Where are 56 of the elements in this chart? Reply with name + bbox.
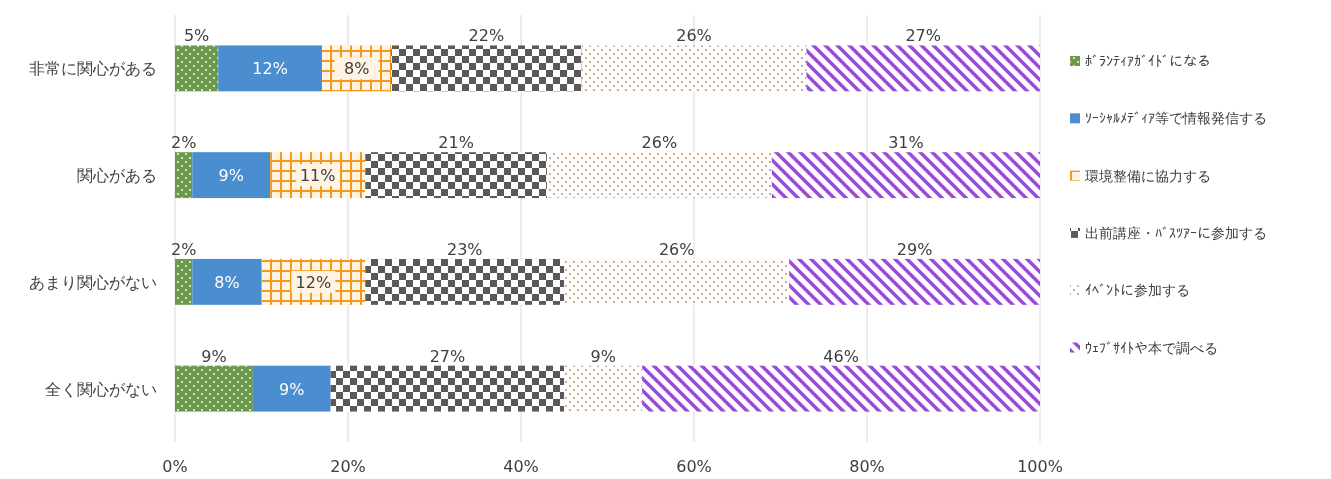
bar bbox=[192, 152, 271, 199]
bar bbox=[175, 45, 219, 92]
data-label: 26% bbox=[676, 26, 712, 46]
x-tick-label: 60% bbox=[676, 457, 712, 476]
data-label: 29% bbox=[896, 239, 933, 259]
data-label: 23% bbox=[446, 239, 483, 259]
data-label: 27% bbox=[429, 346, 466, 366]
data-label: 8% bbox=[214, 272, 240, 292]
data-label: 26% bbox=[658, 239, 695, 259]
data-label: 9% bbox=[218, 166, 244, 186]
x-tick-label: 20% bbox=[330, 457, 366, 476]
x-tick-label: 40% bbox=[503, 457, 539, 476]
data-label: 12% bbox=[252, 59, 288, 79]
data-label: 22% bbox=[468, 26, 505, 46]
data-label: 12% bbox=[295, 272, 332, 292]
bar bbox=[365, 152, 547, 199]
legend-label: 出前講座・ﾊﾞｽﾂｱｰに参加する bbox=[1085, 224, 1267, 241]
bar bbox=[175, 258, 193, 305]
bar bbox=[252, 365, 331, 412]
legend-label: ｳｪﾌﾞｻｲﾄや本で調べる bbox=[1085, 339, 1218, 356]
bar bbox=[175, 365, 253, 412]
legend-label: ﾎﾞﾗﾝﾃｨｱｶﾞｲﾄﾞになる bbox=[1085, 53, 1211, 69]
data-label: 8% bbox=[343, 59, 370, 79]
x-tick-label: 80% bbox=[849, 457, 885, 476]
data-label: 27% bbox=[905, 26, 942, 46]
bar bbox=[642, 365, 1040, 412]
bar bbox=[391, 45, 582, 92]
legend-label: 環境整備に協力する bbox=[1085, 167, 1211, 184]
legend-label: ｿｰｼｬﾙﾒﾃﾞｨｱ等で情報発信する bbox=[1085, 110, 1267, 127]
legend-label: ｲﾍﾞﾝﾄに参加する bbox=[1085, 282, 1190, 299]
data-label: 9% bbox=[279, 379, 305, 399]
data-label: 21% bbox=[438, 133, 474, 153]
bar bbox=[218, 45, 323, 92]
y-tick-label: 関心がある bbox=[77, 166, 157, 186]
data-label: 9% bbox=[590, 346, 616, 366]
bar bbox=[806, 45, 1040, 92]
data-label: 26% bbox=[641, 133, 678, 153]
bar bbox=[564, 258, 790, 305]
data-label: 5% bbox=[183, 26, 210, 46]
data-label: 9% bbox=[201, 346, 227, 366]
bar bbox=[365, 258, 565, 305]
bar bbox=[192, 258, 262, 305]
data-label: 11% bbox=[299, 166, 336, 186]
x-tick-label: 100% bbox=[1017, 457, 1063, 476]
data-label: 2% bbox=[170, 133, 197, 153]
y-tick-label: 全く関心がない bbox=[45, 379, 157, 399]
bar bbox=[789, 258, 1040, 305]
data-label: 2% bbox=[170, 239, 197, 259]
y-tick-label: 非常に関心がある bbox=[29, 59, 157, 79]
x-tick-label: 0% bbox=[162, 457, 188, 476]
data-label: 31% bbox=[888, 133, 924, 153]
bar bbox=[771, 152, 1040, 199]
bar bbox=[175, 152, 193, 199]
bar bbox=[330, 365, 565, 412]
y-tick-label: あまり関心がない bbox=[29, 272, 157, 292]
data-label: 46% bbox=[823, 346, 859, 366]
